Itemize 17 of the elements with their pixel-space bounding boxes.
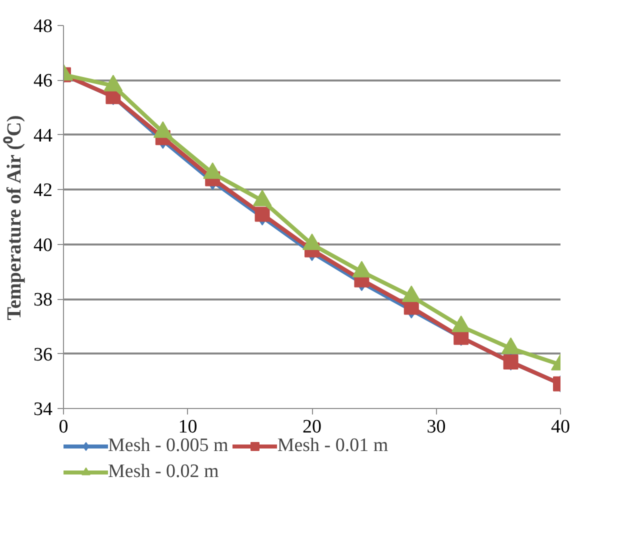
y-tick-label: 36: [34, 344, 52, 366]
y-tick-label: 46: [34, 70, 52, 92]
x-tick-label: 10: [178, 416, 198, 438]
x-tick-label: 20: [302, 416, 322, 438]
legend-label: Mesh - 0.005 m: [108, 435, 228, 457]
y-axis-title: Temperature of Air (⁰C): [2, 115, 26, 320]
legend-label: Mesh - 0.01 m: [277, 435, 388, 457]
x-tick-label: 40: [551, 416, 570, 438]
y-tick-label: 44: [34, 125, 53, 146]
y-tick-label: 48: [34, 16, 52, 37]
x-tick-label: 30: [426, 416, 446, 438]
y-tick-label: 40: [34, 234, 52, 256]
legend-label: Mesh - 0.02 m: [108, 461, 219, 483]
y-tick-label: 42: [34, 180, 52, 202]
y-tick-label: 34: [34, 399, 53, 420]
x-tick-label: 0: [58, 416, 68, 438]
y-tick-label: 38: [34, 290, 52, 311]
